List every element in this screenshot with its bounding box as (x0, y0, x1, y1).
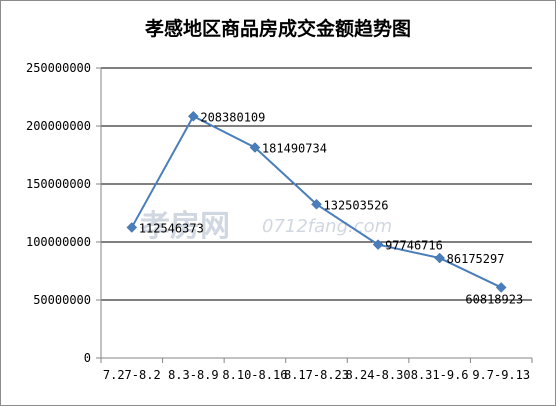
data-label: 60818923 (465, 292, 523, 306)
data-label: 208380109 (200, 110, 265, 124)
data-point-marker (188, 110, 199, 122)
chart-title: 孝感地区商品房成交金额趋势图 (144, 18, 411, 40)
data-label: 86175297 (447, 252, 505, 266)
data-point-marker (311, 198, 322, 210)
x-tick-label: 8.17-8.23 (284, 368, 349, 382)
data-point-marker (434, 252, 445, 264)
data-point-marker (495, 282, 507, 293)
y-tick-label: 100000000 (26, 235, 91, 249)
data-label: 112546373 (139, 221, 204, 235)
data-point-marker (372, 239, 384, 250)
y-tick-label: 50000000 (33, 293, 91, 307)
x-tick-label: 8.10-8.16 (222, 368, 287, 382)
watermark-cn: 孝房网 (140, 209, 230, 244)
data-point-marker (126, 222, 138, 233)
data-label: 181490734 (262, 141, 327, 155)
x-tick-label: 8.3-8.9 (168, 368, 219, 382)
data-point-marker (249, 142, 261, 153)
data-label: 132503526 (324, 198, 389, 212)
x-tick-label: 8.24-8.30 (346, 368, 411, 382)
y-tick-label: 150000000 (26, 177, 91, 191)
y-tick-label: 0 (84, 351, 91, 365)
x-tick-label: 7.27-8.2 (103, 368, 161, 382)
y-tick-label: 250000000 (26, 61, 91, 75)
x-tick-label: 9.7-9.13 (472, 368, 530, 382)
y-tick-label: 200000000 (26, 119, 91, 133)
data-label: 97746716 (385, 239, 443, 253)
x-tick-label: 8.31-9.6 (411, 368, 469, 382)
watermark-domain: 0712fang.com (262, 216, 392, 237)
